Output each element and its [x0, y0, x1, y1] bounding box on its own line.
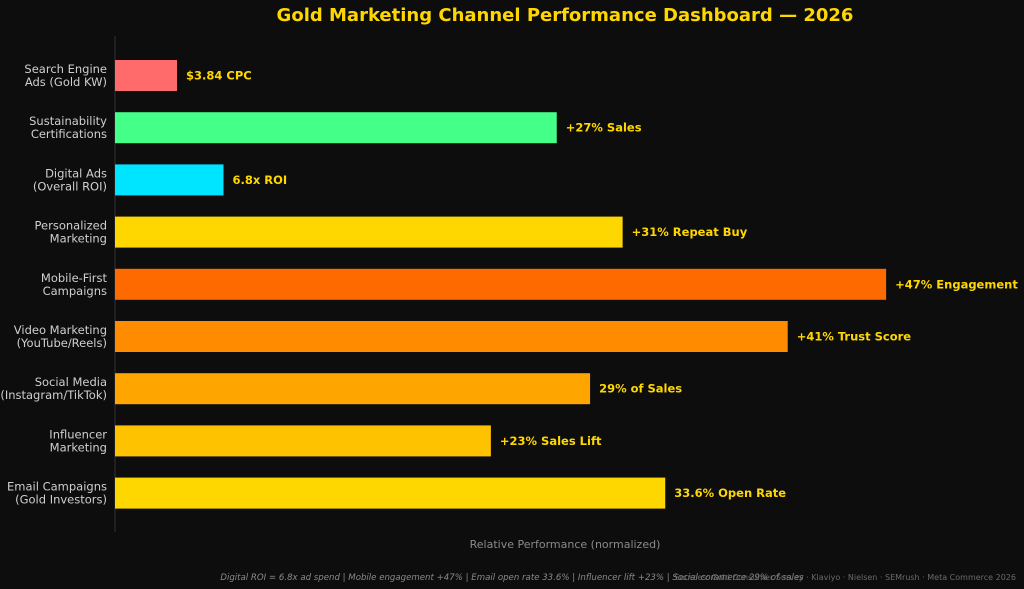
category-label-7: Influencer Marketing — [49, 427, 107, 454]
data-label-4: +47% Engagement — [895, 277, 1018, 291]
category-labels-group: Search Engine Ads (Gold KW) Sustainability… — [0, 62, 107, 507]
x-axis-label: Relative Performance (normalized) — [470, 538, 661, 551]
category-label-3: Personalized Marketing — [35, 219, 108, 246]
data-label-6: 29% of Sales — [599, 382, 682, 396]
bar-8 — [115, 477, 666, 509]
bar-1 — [115, 112, 557, 144]
data-label-8: 33.6% Open Rate — [674, 486, 786, 500]
bar-7 — [115, 425, 491, 457]
bar-0 — [115, 60, 177, 91]
bar-4 — [115, 268, 887, 300]
bar-6 — [115, 373, 591, 405]
data-label-5: +41% Trust Score — [797, 330, 912, 344]
category-label-6: Social Media (Instagram/TikTok) — [0, 375, 107, 402]
chart-title: Gold Marketing Channel Performance Dashb… — [277, 5, 854, 26]
data-labels-group: $3.84 CPC +27% Sales 6.8x ROI +31% Repeat B… — [186, 69, 1018, 501]
category-label-1: Sustainability Certifications — [29, 114, 107, 141]
data-label-2: 6.8x ROI — [233, 173, 288, 187]
data-label-0: $3.84 CPC — [186, 69, 252, 83]
source-note: Sources: Gold Consumer Survey · Klaviyo … — [675, 573, 1016, 582]
data-label-7: +23% Sales Lift — [500, 434, 602, 448]
category-label-2: Digital Ads (Overall ROI) — [33, 166, 107, 193]
data-label-3: +31% Repeat Buy — [632, 225, 748, 239]
bar-3 — [115, 216, 623, 248]
bar-5 — [115, 321, 788, 352]
data-label-1: +27% Sales — [566, 121, 642, 135]
category-label-4: Mobile-First Campaigns — [41, 271, 108, 298]
category-label-8: Email Campaigns (Gold Investors) — [7, 480, 107, 507]
footnote: Digital ROI = 6.8x ad spend | Mobile eng… — [220, 573, 804, 583]
bars-group — [115, 60, 887, 509]
category-label-5: Video Marketing (YouTube/Reels) — [14, 323, 107, 350]
bar-2 — [115, 164, 224, 196]
category-label-0: Search Engine Ads (Gold KW) — [24, 62, 107, 89]
